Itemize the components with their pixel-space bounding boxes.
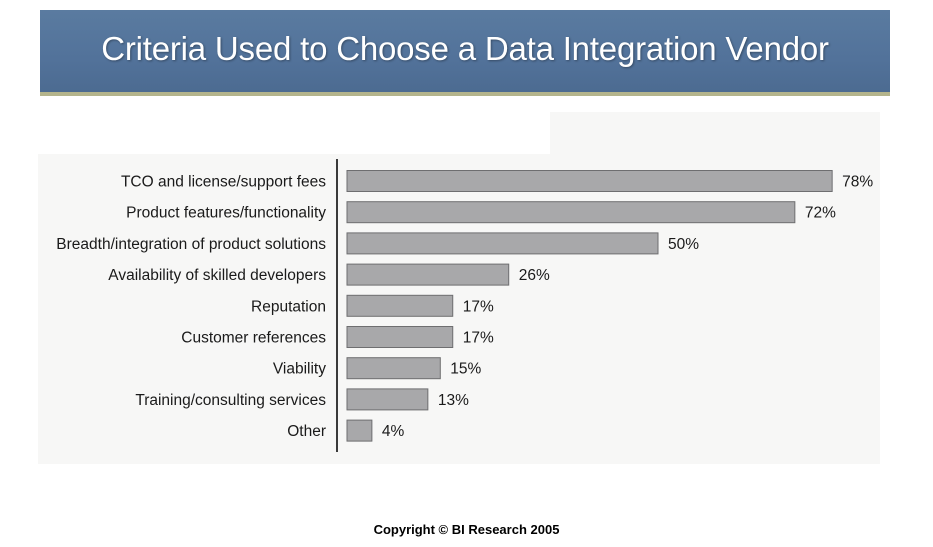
value-label: 78% <box>842 174 873 191</box>
category-label: Product features/functionality <box>126 205 326 222</box>
value-label: 26% <box>519 267 550 284</box>
chart-background <box>550 112 880 160</box>
category-label: Customer references <box>181 330 326 347</box>
copyright-text: Copyright © BI Research 2005 <box>373 522 560 537</box>
value-label: 17% <box>463 298 494 315</box>
value-label: 72% <box>805 205 836 222</box>
bar <box>346 419 373 442</box>
value-label: 17% <box>463 330 494 347</box>
bar-chart: TCO and license/support fees 78% Product f… <box>56 159 873 452</box>
chart-area: TCO and license/support fees 78% Product f… <box>38 112 880 464</box>
bar <box>346 388 429 411</box>
value-label: 13% <box>438 392 469 409</box>
value-label: 15% <box>450 361 481 378</box>
value-label: 50% <box>668 236 699 253</box>
category-label: Availability of skilled developers <box>108 267 326 284</box>
bar <box>346 326 454 348</box>
bar <box>346 357 441 380</box>
bar <box>346 232 659 255</box>
bar <box>346 201 796 224</box>
category-label: Viability <box>273 361 326 378</box>
category-label: Reputation <box>251 298 326 315</box>
bar <box>346 170 833 192</box>
value-label: 4% <box>382 423 405 440</box>
bar <box>346 263 510 286</box>
category-label: Training/consulting services <box>135 392 326 409</box>
category-label: Other <box>287 423 326 440</box>
title-bar: Criteria Used to Choose a Data Integrati… <box>40 10 890 96</box>
category-label: Breadth/integration of product solutions <box>56 236 326 253</box>
category-label: TCO and license/support fees <box>121 174 326 191</box>
bar <box>346 294 454 317</box>
page-title: Criteria Used to Choose a Data Integrati… <box>101 30 829 67</box>
